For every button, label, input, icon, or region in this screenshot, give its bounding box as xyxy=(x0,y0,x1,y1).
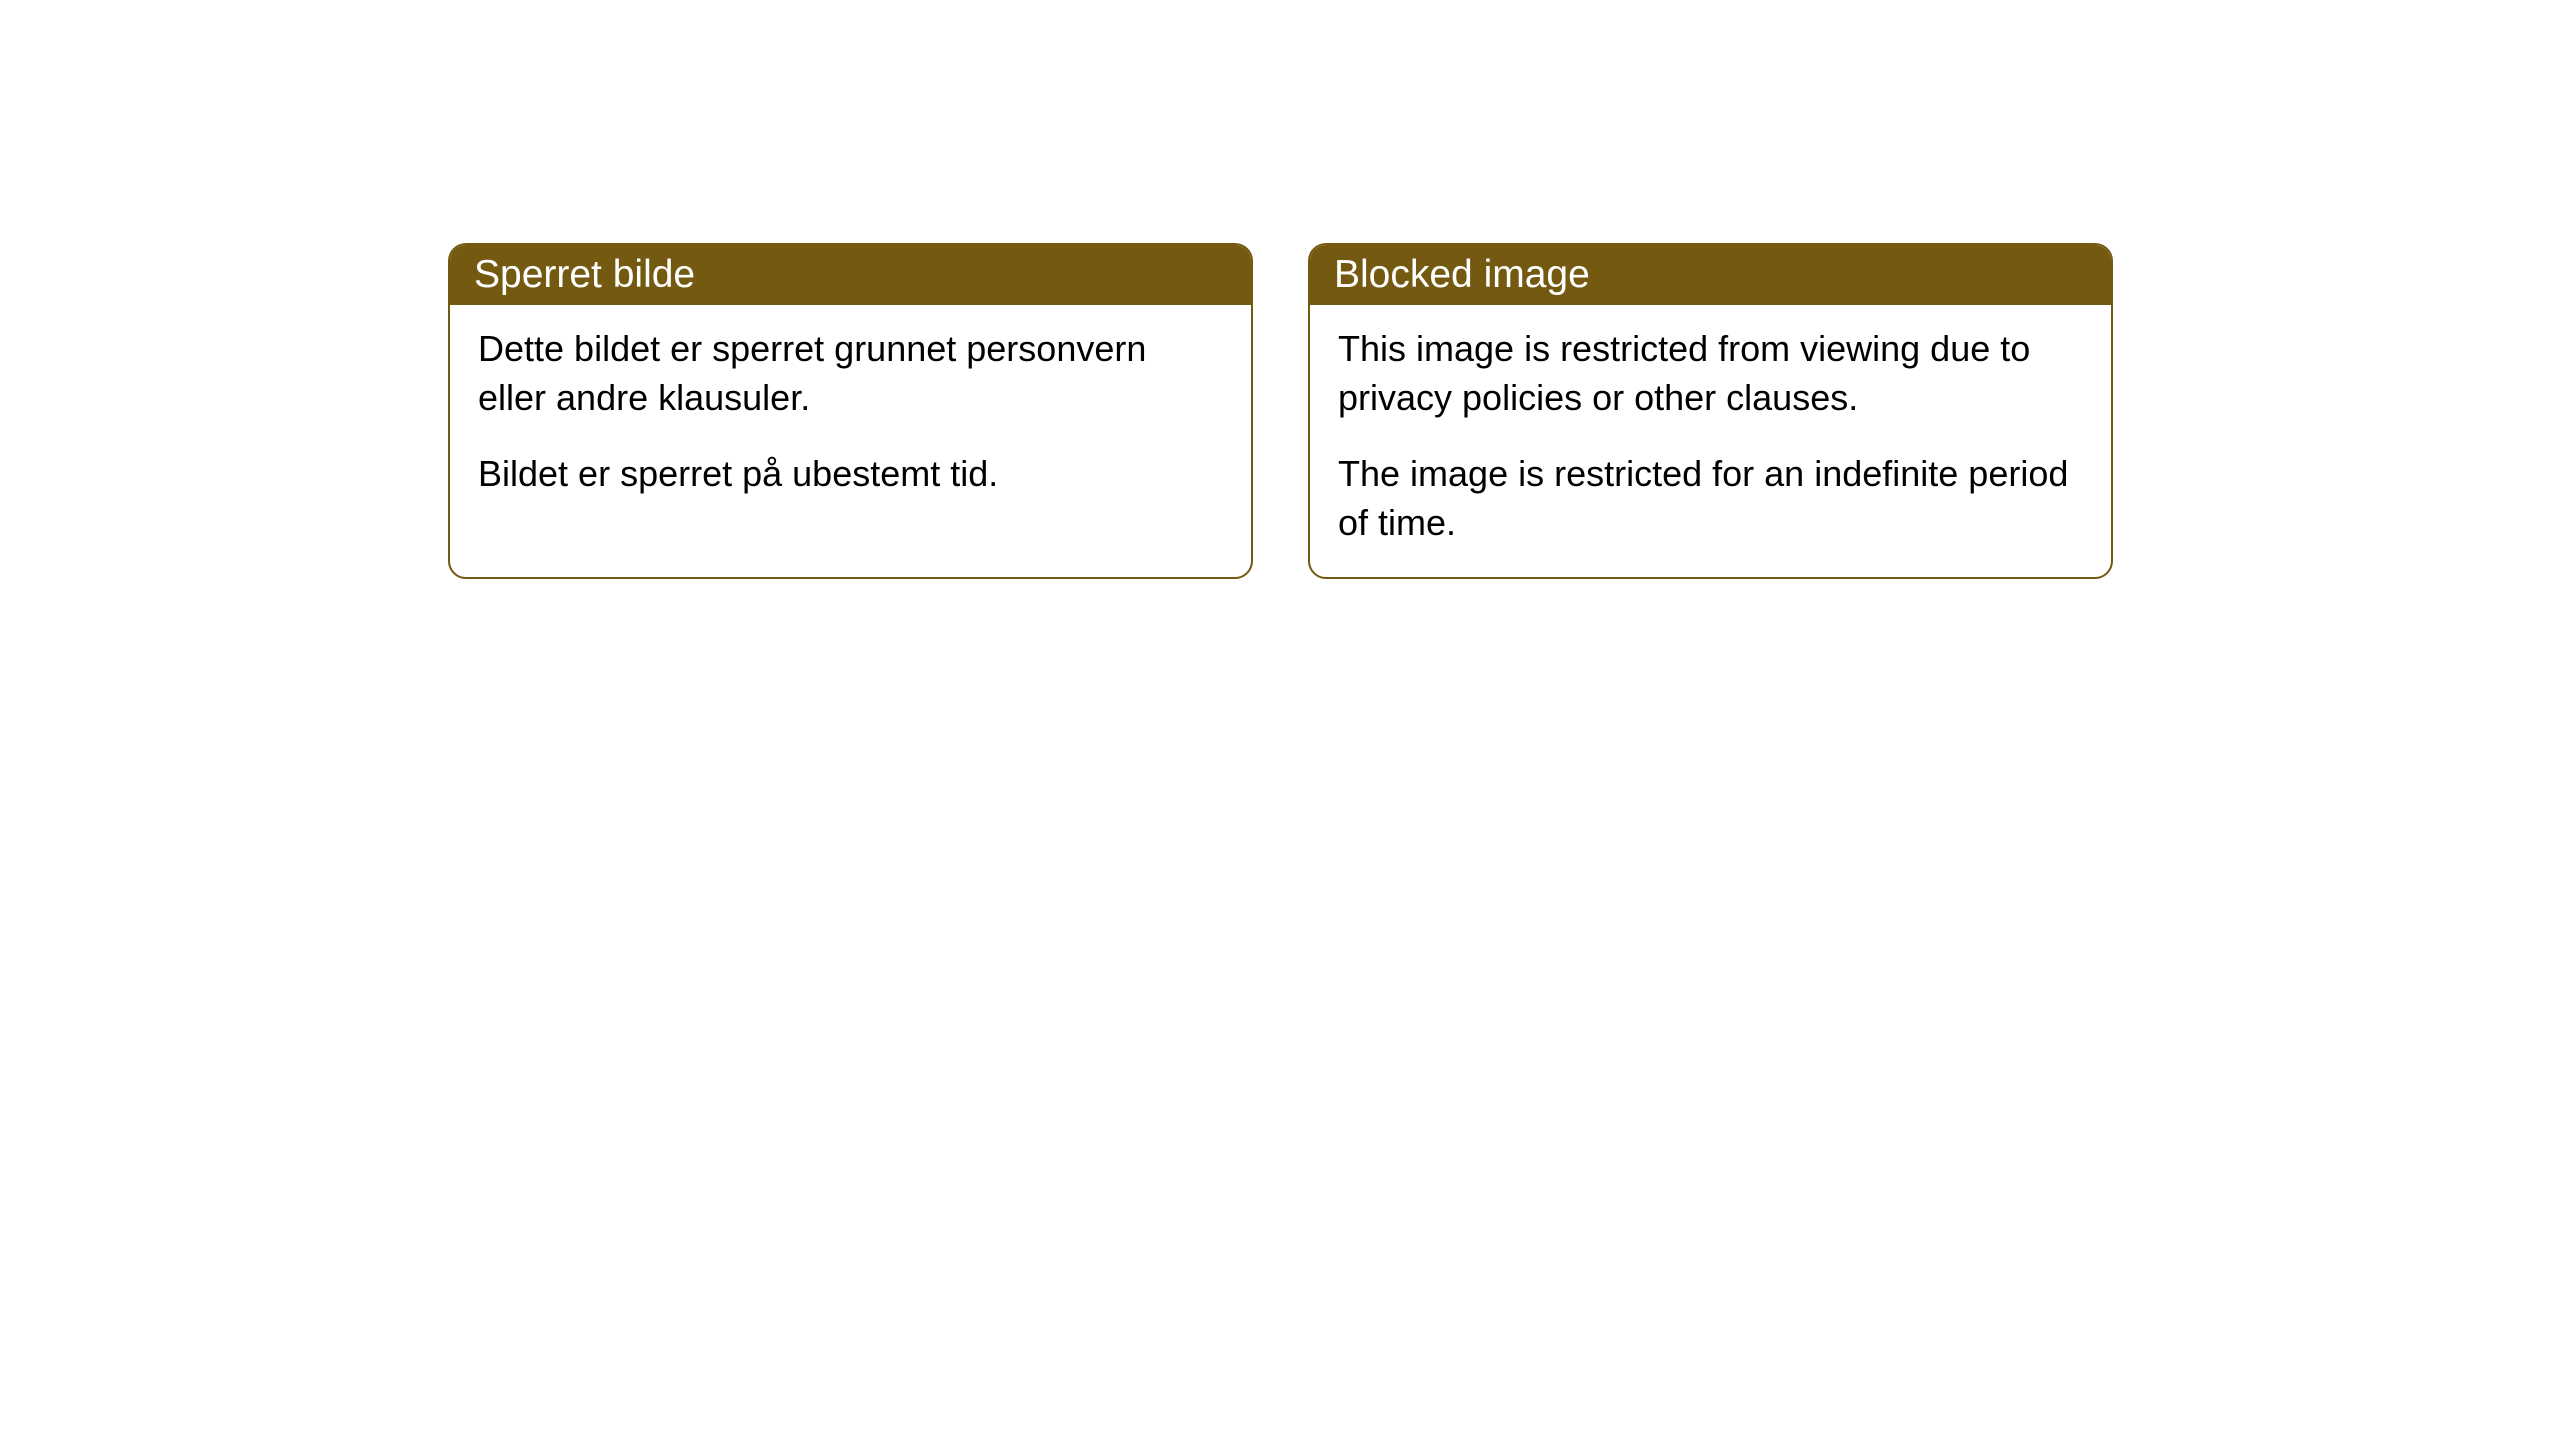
card-paragraph: Dette bildet er sperret grunnet personve… xyxy=(478,325,1223,422)
card-body: Dette bildet er sperret grunnet personve… xyxy=(450,305,1251,529)
notice-card-english: Blocked image This image is restricted f… xyxy=(1308,243,2113,579)
card-header: Blocked image xyxy=(1310,245,2111,305)
card-paragraph: Bildet er sperret på ubestemt tid. xyxy=(478,450,1223,499)
card-title: Blocked image xyxy=(1334,253,1590,296)
card-title: Sperret bilde xyxy=(474,253,695,296)
notice-cards-container: Sperret bilde Dette bildet er sperret gr… xyxy=(448,243,2113,579)
card-paragraph: The image is restricted for an indefinit… xyxy=(1338,450,2083,547)
card-body: This image is restricted from viewing du… xyxy=(1310,305,2111,577)
card-header: Sperret bilde xyxy=(450,245,1251,305)
card-paragraph: This image is restricted from viewing du… xyxy=(1338,325,2083,422)
notice-card-norwegian: Sperret bilde Dette bildet er sperret gr… xyxy=(448,243,1253,579)
